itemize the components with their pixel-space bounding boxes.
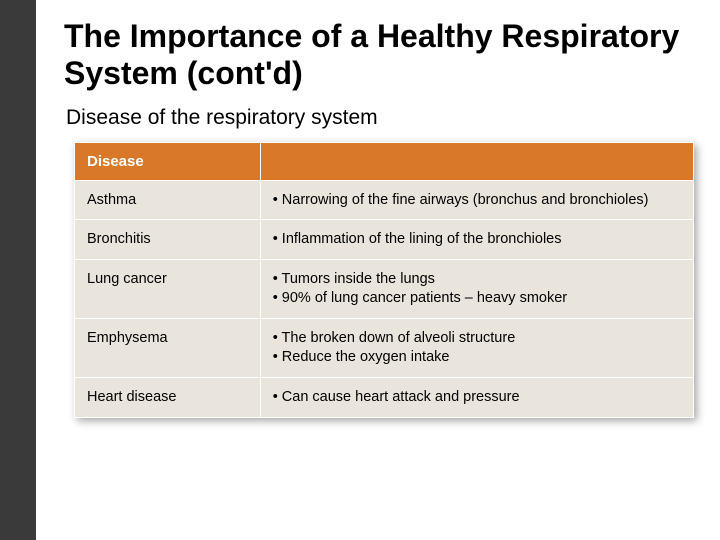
cell-desc: • The broken down of alveoli structure •… xyxy=(260,318,693,377)
content-area: The Importance of a Healthy Respiratory … xyxy=(36,0,720,540)
col-header-desc xyxy=(260,142,693,180)
table-row: Emphysema • The broken down of alveoli s… xyxy=(75,318,694,377)
cell-disease: Bronchitis xyxy=(75,220,261,260)
table-header-row: Disease xyxy=(75,142,694,180)
cell-disease: Heart disease xyxy=(75,377,261,417)
cell-desc: • Narrowing of the fine airways (bronchu… xyxy=(260,180,693,220)
table-row: Lung cancer • Tumors inside the lungs • … xyxy=(75,260,694,319)
table-row: Bronchitis • Inflammation of the lining … xyxy=(75,220,694,260)
table-row: Heart disease • Can cause heart attack a… xyxy=(75,377,694,417)
cell-desc: • Tumors inside the lungs • 90% of lung … xyxy=(260,260,693,319)
slide-title: The Importance of a Healthy Respiratory … xyxy=(64,18,692,92)
slide-subtitle: Disease of the respiratory system xyxy=(66,106,692,130)
slide: The Importance of a Healthy Respiratory … xyxy=(0,0,720,540)
bullet: • Tumors inside the lungs xyxy=(273,270,681,289)
cell-disease: Lung cancer xyxy=(75,260,261,319)
bullet: • Reduce the oxygen intake xyxy=(273,348,681,367)
cell-desc: • Can cause heart attack and pressure xyxy=(260,377,693,417)
disease-table: Disease Asthma • Narrowing of the fine a… xyxy=(74,142,694,418)
bullet: • Inflammation of the lining of the bron… xyxy=(273,230,681,249)
col-header-disease: Disease xyxy=(75,142,261,180)
cell-disease: Asthma xyxy=(75,180,261,220)
bullet: • The broken down of alveoli structure xyxy=(273,329,681,348)
bullet: • 90% of lung cancer patients – heavy sm… xyxy=(273,289,681,308)
cell-desc: • Inflammation of the lining of the bron… xyxy=(260,220,693,260)
bullet: • Can cause heart attack and pressure xyxy=(273,388,681,407)
cell-disease: Emphysema xyxy=(75,318,261,377)
table-row: Asthma • Narrowing of the fine airways (… xyxy=(75,180,694,220)
bullet: • Narrowing of the fine airways (bronchu… xyxy=(273,191,681,210)
